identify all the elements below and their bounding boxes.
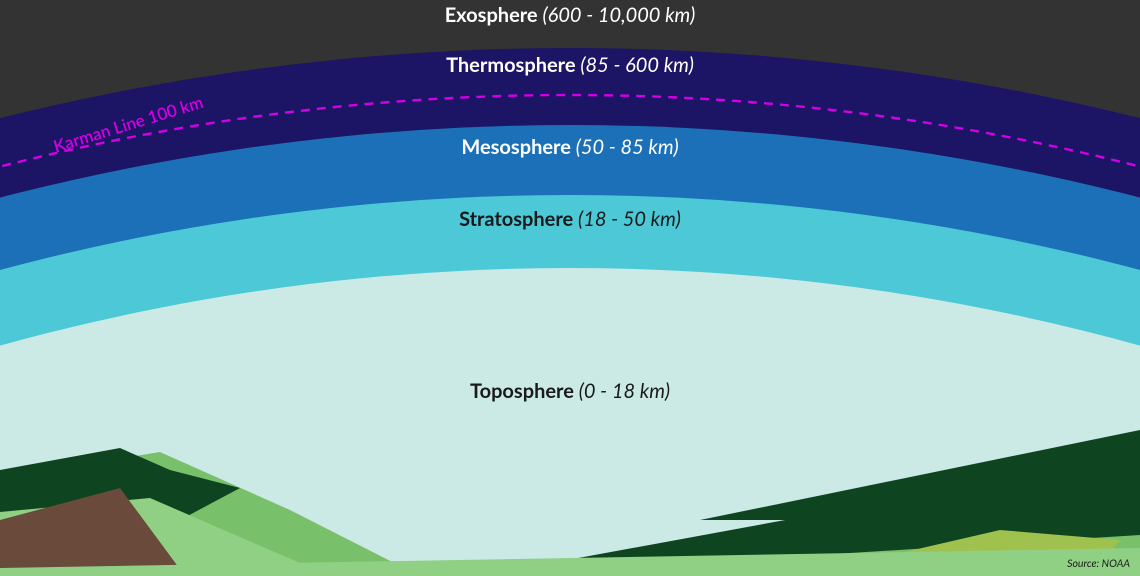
atmosphere-diagram: Karman Line 100 kmExosphere (600 - 10,00… (0, 0, 1140, 576)
source-credit: Source: NOAA (1067, 558, 1130, 570)
layer-name-mesosphere: Mesosphere (461, 135, 575, 159)
layer-range-thermosphere: (85 - 600 km) (580, 53, 694, 77)
layer-range-mesosphere: (50 - 85 km) (576, 135, 679, 159)
layer-range-exosphere: (600 - 10,000 km) (542, 3, 695, 27)
diagram-svg: Karman Line 100 kmExosphere (600 - 10,00… (0, 0, 1140, 576)
layer-label-mesosphere: Mesosphere (50 - 85 km) (461, 135, 678, 159)
layer-label-troposphere: Toposphere (0 - 18 km) (470, 379, 670, 403)
layer-label-exosphere: Exosphere (600 - 10,000 km) (445, 3, 696, 27)
layer-name-thermosphere: Thermosphere (446, 53, 580, 77)
layer-label-thermosphere: Thermosphere (85 - 600 km) (446, 53, 694, 77)
layer-name-troposphere: Toposphere (470, 379, 579, 403)
layer-range-troposphere: (0 - 18 km) (579, 379, 670, 403)
layer-range-stratosphere: (18 - 50 km) (578, 207, 681, 231)
layer-label-stratosphere: Stratosphere (18 - 50 km) (459, 207, 681, 231)
layer-name-stratosphere: Stratosphere (459, 207, 578, 231)
layer-name-exosphere: Exosphere (445, 3, 543, 27)
